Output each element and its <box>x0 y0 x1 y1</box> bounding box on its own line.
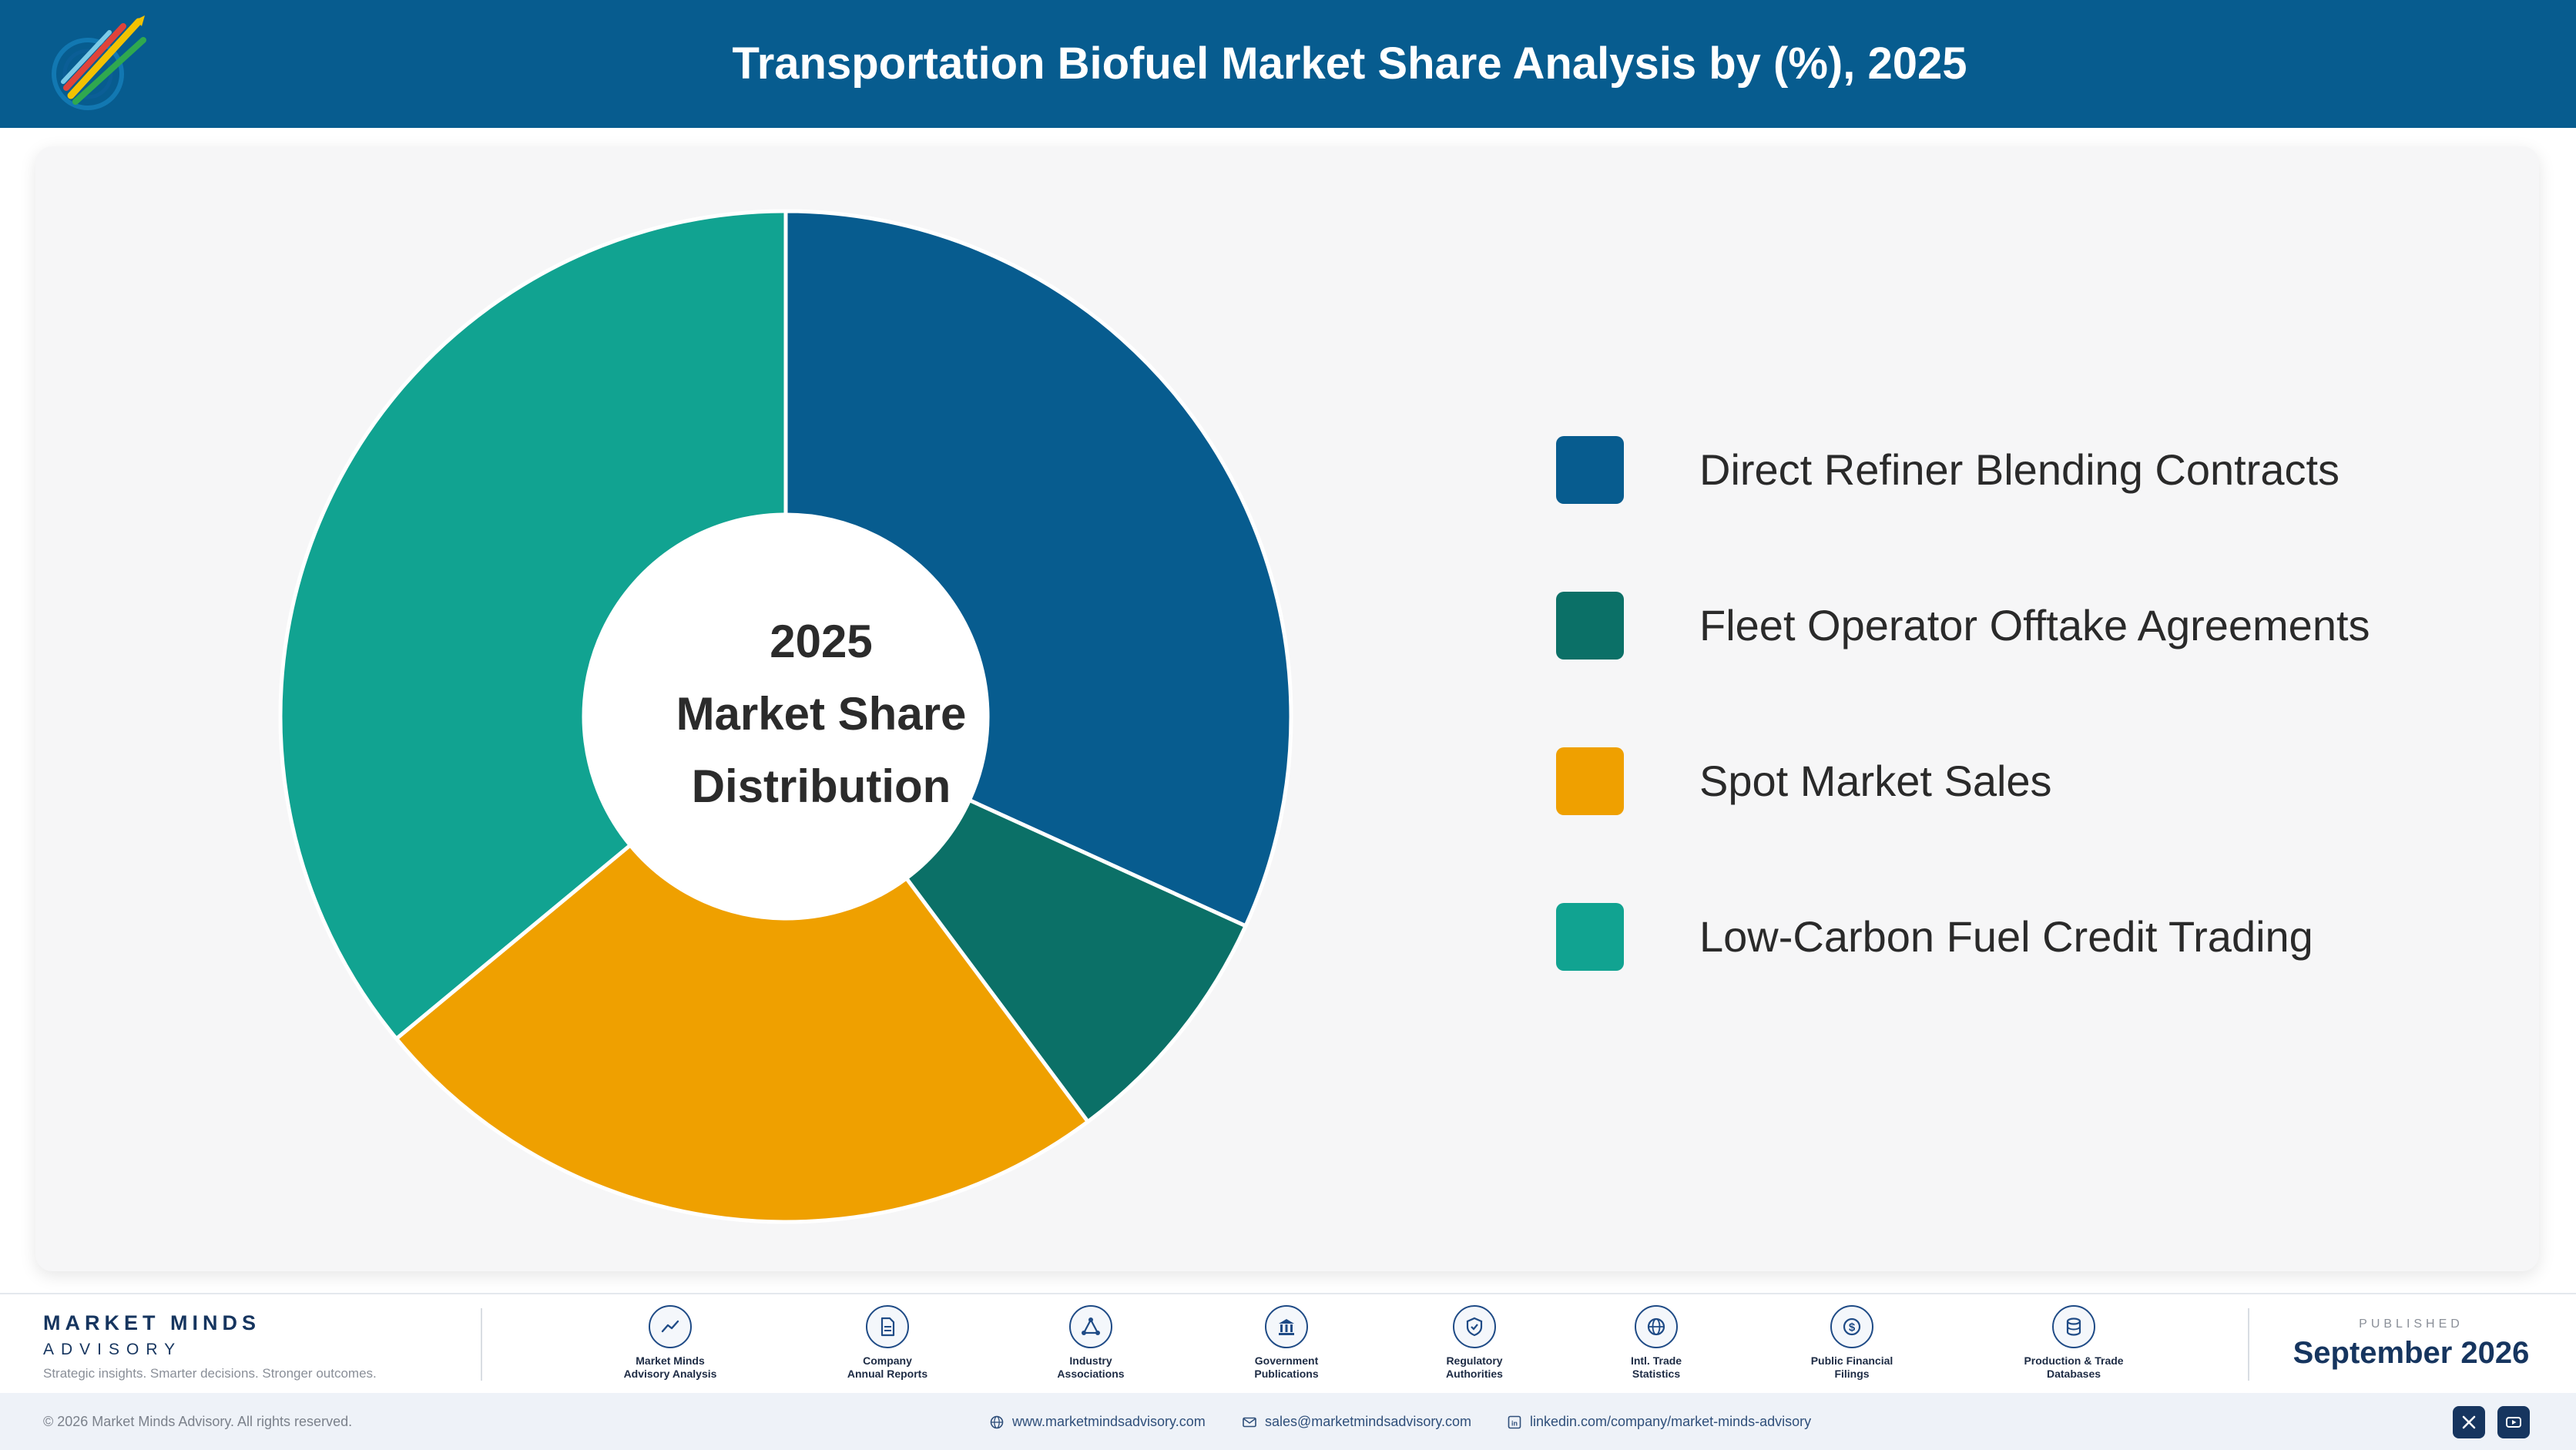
database-icon <box>2052 1305 2095 1348</box>
legend-swatch <box>1556 903 1624 971</box>
document-icon <box>866 1305 909 1348</box>
source-label: Authorities <box>1446 1368 1503 1380</box>
source-label: Associations <box>1057 1368 1125 1380</box>
slice-spot-market-sales <box>394 843 1090 1224</box>
source-label: Government <box>1254 1354 1319 1367</box>
published-caption: PUBLISHED <box>2359 1317 2464 1331</box>
legend-swatch <box>1556 747 1624 815</box>
source-label: Market Minds <box>636 1354 705 1367</box>
email-text: sales@marketmindsadvisory.com <box>1265 1414 1472 1429</box>
source-label: Advisory Analysis <box>623 1368 717 1380</box>
x-social-button[interactable] <box>2453 1406 2485 1438</box>
source-item: Company Annual Reports <box>803 1305 972 1381</box>
legend-label: Low-Carbon Fuel Credit Trading <box>1699 912 2313 961</box>
linkedin-link[interactable]: in linkedin.com/company/market-minds-adv… <box>1507 1393 1830 1450</box>
bottom-bar: © 2026 Market Minds Advisory. All rights… <box>0 1393 2576 1450</box>
youtube-social-button[interactable] <box>2497 1406 2530 1438</box>
logo-icon <box>52 15 146 110</box>
copyright-text: © 2026 Market Minds Advisory. All rights… <box>43 1414 353 1429</box>
divider <box>481 1308 482 1381</box>
slice-low-carbon-fuel-credit-trading <box>278 209 788 1041</box>
globe-icon <box>1635 1305 1678 1348</box>
source-label: Industry <box>1069 1354 1112 1367</box>
chart-card: 2025 Market Share Distribution Direct Re… <box>35 146 2539 1271</box>
source-label: Statistics <box>1632 1368 1681 1380</box>
donut-chart <box>278 209 1293 1224</box>
linkedin-text: linkedin.com/company/market-minds-adviso… <box>1530 1414 1812 1429</box>
source-item: Government Publications <box>1202 1305 1371 1381</box>
legend-label: Direct Refiner Blending Contracts <box>1699 445 2340 494</box>
source-label: Databases <box>2046 1368 2101 1380</box>
brand-tagline: Strategic insights. Smarter decisions. S… <box>43 1366 377 1381</box>
brand-subtitle: ADVISORY <box>43 1341 183 1358</box>
source-label: Public Financial <box>1810 1354 1893 1367</box>
network-icon <box>1069 1305 1112 1348</box>
source-label: Filings <box>1834 1368 1870 1380</box>
source-label: Production & Trade <box>2024 1354 2124 1367</box>
svg-text:in: in <box>1511 1420 1518 1428</box>
shield-check-icon <box>1453 1305 1496 1348</box>
source-label: Intl. Trade <box>1630 1354 1682 1367</box>
email-link[interactable]: sales@marketmindsadvisory.com <box>1242 1393 1504 1450</box>
globe-icon <box>990 1415 1004 1429</box>
legend-label: Spot Market Sales <box>1699 757 2052 805</box>
government-building-icon <box>1265 1305 1308 1348</box>
source-item: $ Public Financial Filings <box>1767 1305 1937 1381</box>
source-item: Industry Associations <box>1006 1305 1176 1381</box>
legend-label: Fleet Operator Offtake Agreements <box>1699 601 2370 649</box>
website-text: www.marketmindsadvisory.com <box>1012 1414 1206 1429</box>
source-item: Intl. Trade Statistics <box>1571 1305 1741 1381</box>
trend-chart-icon <box>649 1305 692 1348</box>
legend-swatch <box>1556 592 1624 660</box>
brand-name: MARKET MINDS <box>43 1311 260 1334</box>
source-label: Publications <box>1254 1368 1319 1380</box>
header-bar: Transportation Biofuel Market Share Anal… <box>0 0 2576 128</box>
x-icon <box>2462 1415 2476 1429</box>
donut-hole <box>585 516 986 917</box>
page-title: Transportation Biofuel Market Share Anal… <box>732 39 1967 89</box>
legend-swatch <box>1556 436 1624 504</box>
source-item: Regulatory Authorities <box>1390 1305 1559 1381</box>
source-item: Production & Trade Databases <box>1989 1305 2158 1381</box>
source-label: Annual Reports <box>847 1368 928 1380</box>
center-label-line3: Distribution <box>691 760 951 812</box>
slice-direct-refiner-blending-contracts <box>783 209 1293 928</box>
linkedin-icon: in <box>1508 1415 1521 1429</box>
dollar-coin-icon: $ <box>1830 1305 1873 1348</box>
footer-band: MARKET MINDS ADVISORY Strategic insights… <box>0 1293 2576 1393</box>
published-date: September 2026 <box>2293 1336 2530 1370</box>
divider <box>2248 1308 2249 1381</box>
source-item: Market Minds Advisory Analysis <box>585 1305 755 1381</box>
center-label-year: 2025 <box>770 616 873 667</box>
slice-fleet-operator-offtake-agreements <box>904 798 1248 1124</box>
source-label: Regulatory <box>1446 1354 1503 1367</box>
website-link[interactable]: www.marketmindsadvisory.com <box>989 1393 1236 1450</box>
mail-icon <box>1243 1417 1256 1428</box>
youtube-icon <box>2506 1417 2521 1428</box>
svg-text:$: $ <box>1849 1321 1856 1334</box>
center-label-line2: Market Share <box>676 688 967 740</box>
source-label: Company <box>863 1354 912 1367</box>
